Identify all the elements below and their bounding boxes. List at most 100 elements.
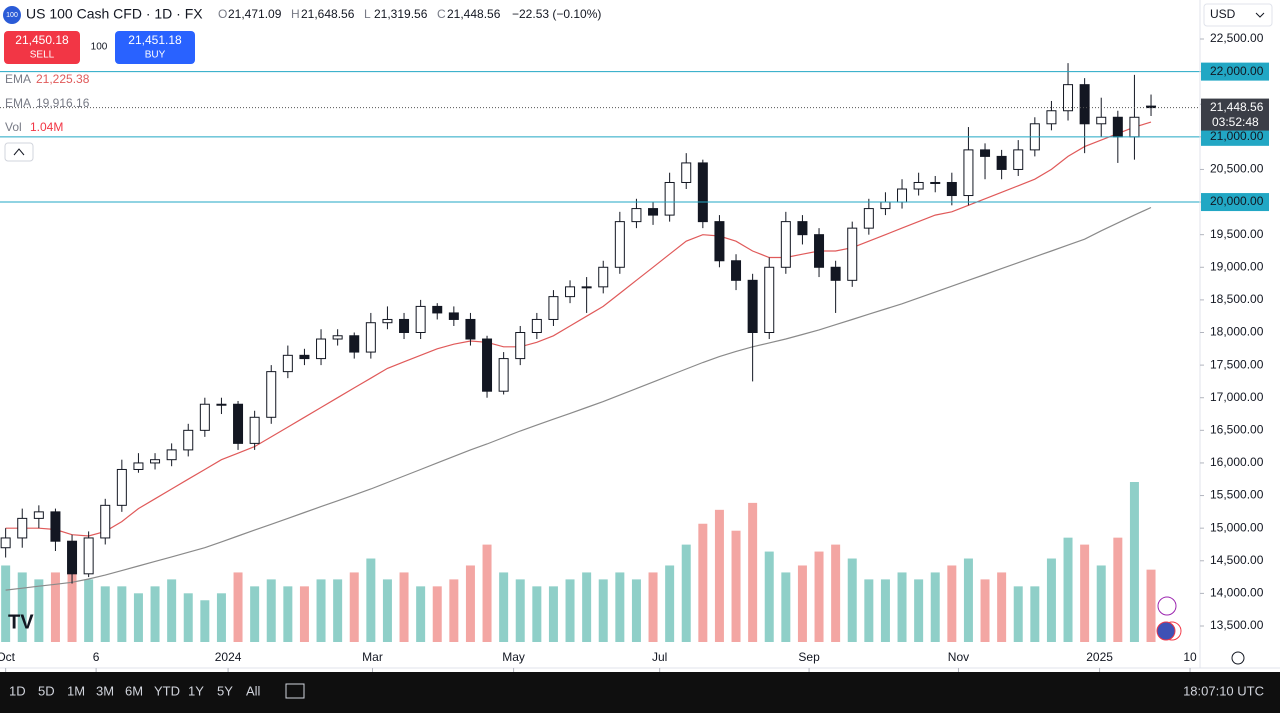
ohlc-key: L <box>364 7 371 21</box>
level-label: 20,000.00 <box>1210 194 1264 208</box>
event-icon[interactable] <box>1157 596 1177 616</box>
y-tick-label: 22,500.00 <box>1210 31 1264 45</box>
level-label-bg <box>1201 127 1269 146</box>
range-button[interactable]: 1M <box>67 683 85 698</box>
x-tick-label: Sep <box>798 650 820 664</box>
candle-body <box>747 279 758 333</box>
volume-bar <box>930 572 940 642</box>
volume-bar <box>1046 558 1056 642</box>
candle-body <box>1146 105 1157 109</box>
y-tick-label: 13,500.00 <box>1210 618 1264 632</box>
candle-body <box>17 517 28 539</box>
volume-bar <box>764 551 774 642</box>
symbol[interactable]: US 100 Cash CFD · 1D · FX <box>26 6 203 22</box>
candle-body <box>399 318 410 333</box>
indicator-value: 21,225.38 <box>36 72 90 86</box>
settings-icon[interactable] <box>1231 651 1245 665</box>
volume-bar <box>598 579 608 642</box>
candle-body <box>1079 84 1090 125</box>
symbol-badge[interactable] <box>3 6 21 24</box>
price-axis: 22,500.0022,000.0021,500.0021,000.0020,5… <box>0 31 1269 672</box>
range-button[interactable]: 5Y <box>217 683 233 698</box>
range-button[interactable]: All <box>246 683 261 698</box>
range-button[interactable]: 6M <box>125 683 143 698</box>
candle-body <box>100 504 111 539</box>
volume-bar <box>416 586 426 642</box>
range-button[interactable]: 1D <box>9 683 26 698</box>
volume-bar <box>997 572 1007 642</box>
buy-button[interactable] <box>115 31 195 64</box>
candle-body <box>1129 116 1140 138</box>
range-button[interactable]: YTD <box>154 683 180 698</box>
level-label-bg <box>1201 62 1269 81</box>
x-tick-label: Mar <box>362 650 383 664</box>
y-tick-label: 15,000.00 <box>1210 520 1264 534</box>
y-tick-label: 16,000.00 <box>1210 455 1264 469</box>
volume-bar <box>831 544 841 642</box>
sell-button[interactable] <box>4 31 80 64</box>
candle-body <box>648 208 659 216</box>
volume-bar <box>565 579 575 642</box>
event-icon[interactable] <box>1156 621 1176 641</box>
range-button[interactable]: 5D <box>38 683 55 698</box>
level-label: 21,000.00 <box>1210 129 1264 143</box>
volume-bar <box>50 572 60 642</box>
candle-body <box>1013 149 1024 170</box>
volume-bar <box>698 523 708 642</box>
ema-line <box>5 121 1152 537</box>
volume-bar <box>67 565 77 642</box>
ema-line <box>5 206 1152 591</box>
chevron-icon <box>13 148 25 156</box>
volume-bar <box>316 579 326 642</box>
currency-select[interactable] <box>1203 3 1273 27</box>
candle-body <box>498 358 509 392</box>
countdown: 03:52:48 <box>1212 115 1259 129</box>
candle-body <box>199 403 210 431</box>
candle-body <box>415 305 426 333</box>
indicator-value: 1.04M <box>30 120 63 134</box>
candle-body <box>598 266 609 288</box>
candle-body <box>150 459 161 464</box>
candle-body <box>996 155 1007 170</box>
candle-body <box>897 188 908 203</box>
x-tick-label: Oct <box>0 650 16 664</box>
currency: USD <box>1210 7 1236 21</box>
volume-bar <box>34 579 44 642</box>
candle-body <box>697 162 708 223</box>
volume-bar <box>200 600 210 642</box>
volume-bar <box>963 558 973 642</box>
range-button[interactable]: 1Y <box>188 683 204 698</box>
candle-body <box>1112 116 1123 138</box>
candle-body <box>0 537 11 549</box>
collapse-button[interactable] <box>4 142 34 162</box>
volume-bar <box>631 579 641 642</box>
y-tick-label: 14,500.00 <box>1210 553 1264 567</box>
date-range-icon[interactable] <box>285 683 305 699</box>
candle-body <box>216 403 227 406</box>
volume-bar <box>117 586 127 642</box>
indicator-name: Vol <box>5 120 22 134</box>
volume-bar <box>797 565 807 642</box>
range-button[interactable]: 3M <box>96 683 114 698</box>
candle-body <box>349 335 360 353</box>
volume-bar <box>1096 565 1106 642</box>
indicator-name: EMA <box>5 96 31 110</box>
volume-bar <box>432 586 442 642</box>
volume-bar <box>133 593 143 642</box>
volume-bar <box>283 586 293 642</box>
volume-bar <box>947 565 957 642</box>
volume-bar <box>1063 537 1073 642</box>
x-tick-label: Jul <box>652 650 667 664</box>
sell-price: 21,450.18 <box>15 33 69 47</box>
candle-body <box>565 286 576 298</box>
y-tick-label: 17,500.00 <box>1210 357 1264 371</box>
candle-body <box>780 221 791 268</box>
volume-bar <box>167 579 177 642</box>
volume-bar <box>17 572 27 642</box>
x-tick-label: May <box>502 650 525 664</box>
volume-bar <box>465 565 475 642</box>
y-tick-label: 18,000.00 <box>1210 325 1264 339</box>
y-tick-label: 17,000.00 <box>1210 390 1264 404</box>
volume-bar <box>449 579 459 642</box>
